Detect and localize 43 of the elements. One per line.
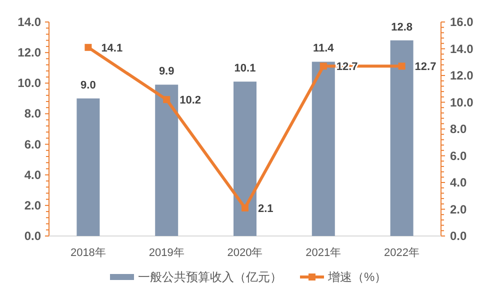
legend-label: 一般公共预算收入（亿元） — [138, 270, 282, 284]
data-label: 2.1 — [258, 202, 274, 215]
point — [320, 62, 327, 70]
y2-tick-label: 14.0 — [450, 42, 474, 56]
x-tick-label: 2020年 — [227, 247, 263, 259]
data-label: 12.8 — [391, 21, 413, 34]
y2-tick-label: 0.0 — [450, 229, 468, 243]
y-tick-label: 14.0 — [18, 15, 42, 29]
y2-tick-label: 12.0 — [450, 68, 474, 82]
y-tick-label: 4.0 — [24, 168, 42, 182]
point — [398, 62, 406, 70]
y-tick-label: 2.0 — [24, 198, 42, 212]
bar — [234, 82, 256, 236]
data-label: 10.2 — [180, 94, 202, 107]
x-tick-label: 2018年 — [70, 247, 106, 259]
y2-tick-label: 10.0 — [450, 95, 474, 110]
y2-tick-label: 8.0 — [450, 122, 468, 136]
y-tick-label: 8.0 — [24, 106, 42, 121]
point — [84, 44, 92, 51]
point — [163, 96, 170, 104]
y-tick-label: 12.0 — [18, 46, 42, 60]
data-label: 9.9 — [158, 66, 174, 78]
y2-tick-label: 2.0 — [450, 202, 468, 216]
legend-label: 增速（%） — [327, 270, 387, 284]
x-tick-label: 2021年 — [306, 247, 342, 259]
y2-tick-label: 16.0 — [450, 15, 474, 29]
y-tick-label: 0.0 — [24, 229, 42, 243]
bar — [76, 98, 100, 236]
y-tick-label: 10.0 — [18, 76, 42, 90]
bar — [155, 84, 178, 236]
bar — [312, 62, 335, 236]
y2-tick-label: 6.0 — [450, 148, 468, 163]
x-tick-label: 2019年 — [148, 247, 184, 259]
data-label: 14.1 — [101, 42, 123, 54]
data-label: 12.7 — [414, 61, 436, 74]
y-tick-label: 6.0 — [24, 137, 42, 152]
point — [242, 204, 248, 212]
bar — [390, 40, 414, 236]
data-label: 10.1 — [234, 62, 256, 75]
data-label: 11.4 — [312, 42, 335, 55]
y2-tick-label: 4.0 — [450, 176, 468, 190]
x-tick-label: 2022年 — [384, 247, 420, 259]
data-label: 9.0 — [80, 79, 96, 92]
